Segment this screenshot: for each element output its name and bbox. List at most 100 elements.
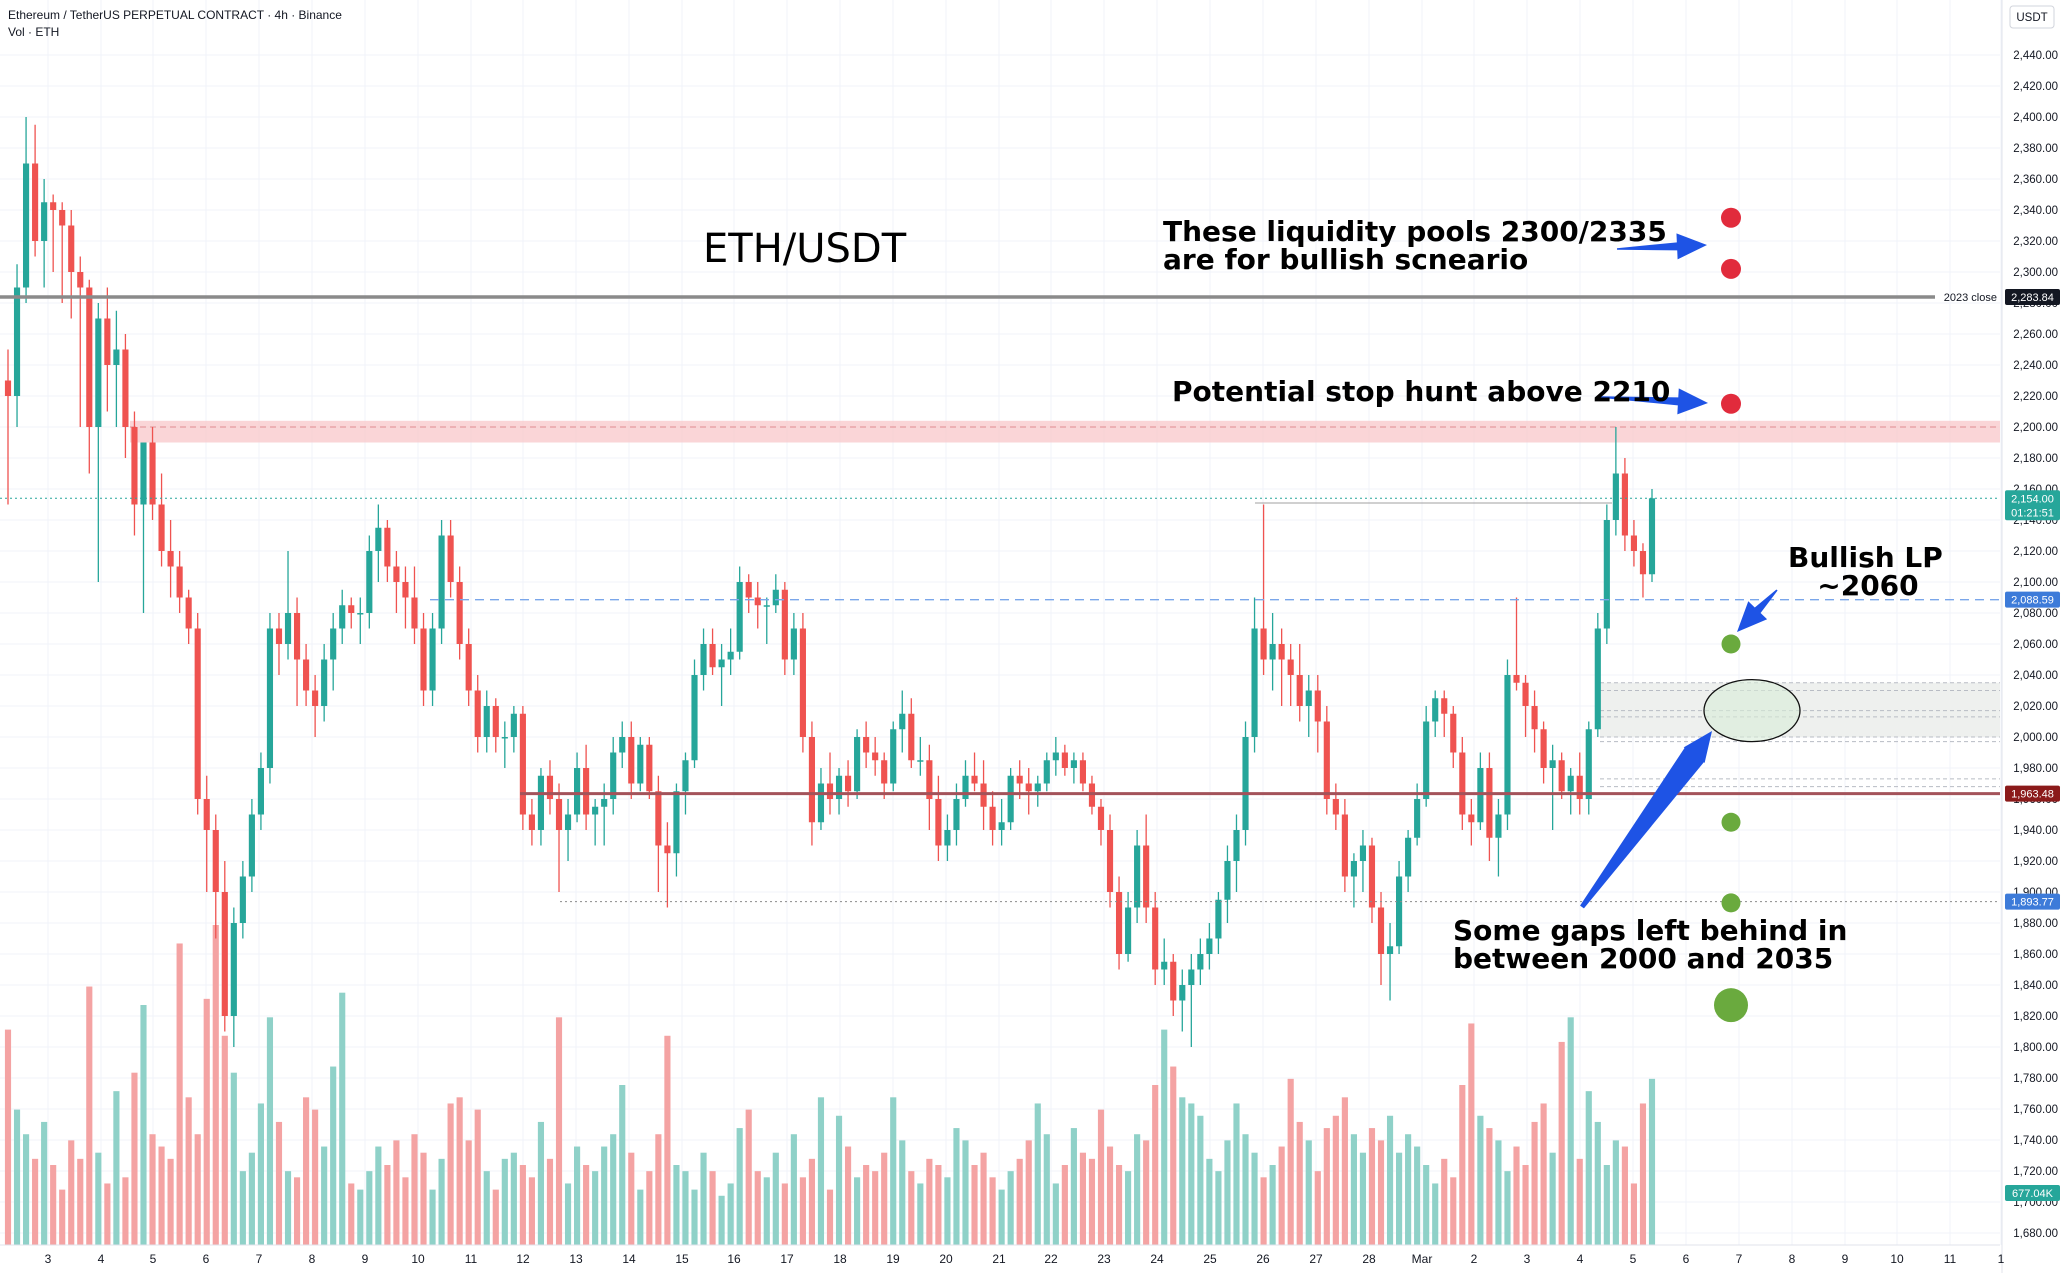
candle-body	[411, 597, 418, 629]
candle-body	[1106, 830, 1114, 892]
candle-body	[22, 163, 30, 288]
candle-body	[601, 799, 608, 807]
candle-body	[32, 163, 39, 241]
volume-bar	[1423, 1165, 1430, 1245]
price-labels: 2,283.84 2023 close 2,154.00 01:21:51 2,088.…	[1944, 289, 2060, 1201]
volume-bar	[411, 1134, 418, 1245]
volume-bar	[592, 1171, 599, 1245]
x-tick-label: 5	[150, 1252, 157, 1266]
candle-body	[348, 605, 355, 613]
candle-body	[1305, 690, 1312, 706]
candle-body	[700, 644, 707, 675]
candle-body	[826, 783, 834, 799]
volume-label-box	[2005, 1185, 2060, 1201]
candle-body	[339, 605, 346, 629]
candle-body	[375, 527, 382, 551]
volume-bar	[637, 1189, 644, 1245]
x-tick-label: Mar	[1412, 1252, 1433, 1266]
volume-bar	[555, 1017, 563, 1245]
candle-body	[1179, 985, 1186, 1001]
candle-body	[1558, 760, 1565, 792]
candle-body	[1531, 706, 1538, 730]
volume-bar	[312, 1109, 319, 1245]
time-axis[interactable]: 3 4 5 6 7 8 9 10 11 12 13 14 15 16 17 18 19 20 21 22 23 24 25 2…	[0, 1244, 2005, 1266]
volume-bar	[727, 1183, 734, 1245]
volume-bar	[1341, 1097, 1348, 1245]
volume-bar	[41, 1121, 48, 1245]
volume-bar	[275, 1121, 283, 1245]
candle-body	[501, 737, 508, 739]
volume-bar	[908, 1171, 915, 1245]
y-tick-label: 1,760.00	[2013, 1104, 2058, 1116]
candle-body	[564, 814, 572, 830]
pair-title: ETH/USDT	[703, 226, 907, 272]
candle-body	[474, 690, 481, 737]
x-tick-label: 18	[833, 1252, 847, 1266]
volume-bar	[104, 1183, 111, 1245]
reference-lines	[0, 295, 2000, 903]
price-axis[interactable]: 1,680.001,700.001,720.001,740.001,760.00…	[2001, 0, 2058, 1273]
candle-body	[212, 830, 219, 892]
volume-bar	[86, 986, 93, 1245]
volume-bar	[1305, 1140, 1312, 1245]
volume-bar	[682, 1171, 689, 1245]
volume-bar	[465, 1140, 472, 1245]
candle-body	[1052, 752, 1059, 761]
candle-body	[1359, 845, 1367, 861]
x-tick-label: 9	[362, 1252, 369, 1266]
candle-body	[519, 713, 526, 815]
candle-body	[1260, 628, 1267, 660]
candle-body	[1070, 760, 1077, 768]
candle-body	[1188, 969, 1195, 985]
volume-bar	[113, 1091, 120, 1245]
volume-bar	[1576, 1158, 1583, 1245]
volume-bar	[745, 1109, 752, 1245]
candle-body	[68, 225, 75, 272]
volume-bar	[1233, 1103, 1240, 1245]
volume-bar	[826, 1189, 834, 1245]
y-tick-label: 2,240.00	[2013, 360, 2058, 372]
volume-bar	[1152, 1085, 1159, 1245]
volume-bar	[953, 1128, 960, 1245]
volume-bar	[1594, 1121, 1601, 1245]
candle-body	[881, 760, 888, 784]
volume-bar	[628, 1152, 635, 1245]
volume-bar	[1450, 1177, 1457, 1245]
volume-bar	[456, 1097, 463, 1245]
candle-body	[465, 644, 472, 691]
volume-bar	[1034, 1103, 1041, 1245]
candle-body	[257, 768, 264, 815]
candle-body	[989, 806, 996, 830]
candle-body	[1576, 775, 1583, 799]
candle-body	[691, 675, 698, 761]
volume-bar	[375, 1146, 382, 1245]
candle-body	[248, 814, 255, 877]
candle-body	[185, 597, 192, 629]
volume-bar	[221, 1035, 228, 1245]
x-tick-label: 11	[1944, 1252, 1957, 1266]
candle-body	[284, 613, 292, 644]
volume-bar	[22, 1134, 30, 1245]
candle-body	[131, 427, 138, 505]
x-tick-label: 24	[1150, 1252, 1164, 1266]
candle-body	[1450, 713, 1457, 753]
candle-body	[140, 442, 147, 505]
candle-body	[275, 628, 283, 644]
volume-bar	[1603, 1165, 1610, 1245]
y-tick-label: 2,360.00	[2013, 174, 2058, 186]
candle-body	[899, 713, 906, 730]
candle-body	[113, 349, 120, 365]
volume-bar	[1143, 1140, 1150, 1245]
candle-body	[1368, 845, 1376, 908]
volume-bar	[1630, 1183, 1638, 1245]
arrow-to-gap-zone	[1580, 731, 1712, 909]
x-tick-label: 13	[569, 1252, 583, 1266]
volume-bar	[1224, 1140, 1231, 1245]
chart-title: Ethereum / TetherUS PERPETUAL CONTRACT ·…	[8, 8, 342, 22]
volume-bar	[284, 1171, 292, 1245]
candle-body	[95, 318, 102, 427]
volume-bar	[799, 1177, 806, 1245]
volume-bar	[1549, 1152, 1556, 1245]
volume-bar	[248, 1152, 255, 1245]
